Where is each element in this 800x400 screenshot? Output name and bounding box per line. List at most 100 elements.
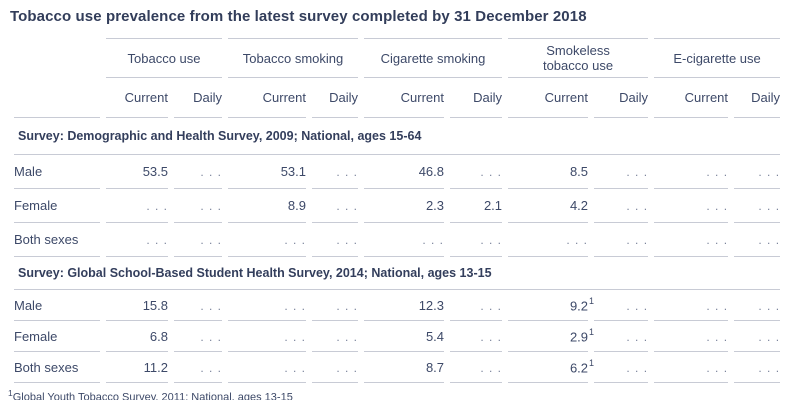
table-row: Female 6.8 . . . . . . . . . 5.4 . . . 2.91 . . … <box>14 321 781 352</box>
missing-value: . . . <box>626 199 649 213</box>
missing-value: . . . <box>758 199 781 213</box>
cell-value: 2.91 <box>508 321 594 352</box>
missing-value: . . . <box>200 165 222 179</box>
cell-value: . . . <box>312 290 359 321</box>
corner-cell <box>14 78 100 118</box>
cell-value: . . . <box>654 352 729 383</box>
cell-value: . . . <box>594 290 649 321</box>
cell-value: 8.9 <box>228 189 306 223</box>
cell-value: 53.1 <box>228 155 306 189</box>
column-group-header: E-cigarette use <box>654 38 781 78</box>
missing-value: . . . <box>706 329 729 344</box>
cell-value: . . . <box>312 223 359 257</box>
cell-value: . . . <box>228 290 306 321</box>
cell-value: . . . <box>654 290 729 321</box>
cell-value: . . . <box>594 223 649 257</box>
column-header-daily: Daily <box>594 78 649 118</box>
cell-value: . . . <box>734 189 781 223</box>
cell-value: . . . <box>654 155 729 189</box>
cell-value: 15.8 <box>106 290 168 321</box>
missing-value: . . . <box>706 360 729 375</box>
missing-value: . . . <box>626 360 649 375</box>
cell-value: 12.3 <box>364 290 445 321</box>
missing-value: . . . <box>422 233 445 247</box>
cell-value: 8.7 <box>364 352 445 383</box>
cell-value: . . . <box>228 223 306 257</box>
missing-value: . . . <box>284 360 306 375</box>
cell-value: . . . <box>594 155 649 189</box>
missing-value: . . . <box>626 233 649 247</box>
section-header-row: Survey: Demographic and Health Survey, 2… <box>14 118 781 155</box>
column-group-header: Cigarette smoking <box>364 38 503 78</box>
section-header-row: Survey: Global School-Based Student Heal… <box>14 257 781 290</box>
section-header: Survey: Demographic and Health Survey, 2… <box>14 118 781 155</box>
cell-value: 53.5 <box>106 155 168 189</box>
cell-value: . . . <box>106 189 168 223</box>
cell-value: 6.8 <box>106 321 168 352</box>
cell-value: 6.21 <box>508 352 594 383</box>
row-label: Both sexes <box>14 223 100 257</box>
missing-value: . . . <box>566 233 589 247</box>
cell-value: . . . <box>654 321 729 352</box>
missing-value: . . . <box>706 233 729 247</box>
cell-value: 5.4 <box>364 321 445 352</box>
cell-value: . . . <box>734 155 781 189</box>
row-label: Male <box>14 290 100 321</box>
table-body: Survey: Demographic and Health Survey, 2… <box>14 118 781 383</box>
cell-value: . . . <box>174 155 222 189</box>
cell-value: 8.5 <box>508 155 589 189</box>
missing-value: . . . <box>480 298 503 313</box>
cell-value: 2.1 <box>450 189 503 223</box>
column-header-current: Current <box>106 78 168 118</box>
missing-value: . . . <box>200 199 222 213</box>
cell-value: . . . <box>450 321 503 352</box>
cell-value: 4.2 <box>508 189 589 223</box>
cell-value: . . . <box>364 223 445 257</box>
missing-value: . . . <box>626 329 649 344</box>
cell-value: 11.2 <box>106 352 168 383</box>
row-label: Female <box>14 189 100 223</box>
cell-value: 46.8 <box>364 155 445 189</box>
missing-value: . . . <box>336 199 359 213</box>
cell-value: . . . <box>594 189 649 223</box>
missing-value: . . . <box>480 165 503 179</box>
missing-value: . . . <box>480 329 503 344</box>
column-header-daily: Daily <box>312 78 359 118</box>
cell-value: 9.21 <box>508 290 594 321</box>
table-row: Female . . . . . . 8.9 . . . 2.3 2.1 4.2 . . . . … <box>14 189 781 223</box>
cell-value: . . . <box>174 223 222 257</box>
missing-value: . . . <box>284 233 306 247</box>
missing-value: . . . <box>758 298 781 313</box>
missing-value: . . . <box>480 233 503 247</box>
cell-value: . . . <box>450 352 503 383</box>
missing-value: . . . <box>284 298 306 313</box>
missing-value: . . . <box>706 298 729 313</box>
missing-value: . . . <box>146 199 168 213</box>
cell-value: . . . <box>312 155 359 189</box>
cell-value: . . . <box>594 352 649 383</box>
missing-value: . . . <box>758 233 781 247</box>
column-header-current: Current <box>228 78 306 118</box>
missing-value: . . . <box>284 329 306 344</box>
column-group-header: Smokeless tobacco use <box>508 38 649 78</box>
column-group-header: Tobacco smoking <box>228 38 359 78</box>
missing-value: . . . <box>200 298 222 313</box>
cell-value: . . . <box>106 223 168 257</box>
row-label: Female <box>14 321 100 352</box>
missing-value: . . . <box>758 165 781 179</box>
cell-value: . . . <box>734 223 781 257</box>
column-group-row: Tobacco use Tobacco smoking Cigarette smok… <box>14 38 781 78</box>
missing-value: . . . <box>758 329 781 344</box>
cell-value: . . . <box>228 352 306 383</box>
cell-value: . . . <box>174 290 222 321</box>
missing-value: . . . <box>146 233 168 247</box>
column-header-daily: Daily <box>174 78 222 118</box>
table-head: Tobacco use Tobacco smoking Cigarette smok… <box>14 38 781 118</box>
missing-value: . . . <box>336 360 359 375</box>
page-title: Tobacco use prevalence from the latest s… <box>10 8 587 25</box>
cell-value: . . . <box>450 290 503 321</box>
cell-value: . . . <box>654 223 729 257</box>
column-header-daily: Daily <box>450 78 503 118</box>
missing-value: . . . <box>200 360 222 375</box>
cell-value: . . . <box>450 155 503 189</box>
